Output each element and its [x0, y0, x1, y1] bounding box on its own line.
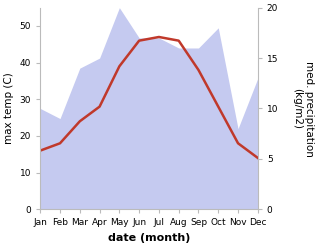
Y-axis label: med. precipitation
(kg/m2): med. precipitation (kg/m2) [292, 61, 314, 156]
Y-axis label: max temp (C): max temp (C) [4, 73, 14, 144]
X-axis label: date (month): date (month) [108, 233, 190, 243]
